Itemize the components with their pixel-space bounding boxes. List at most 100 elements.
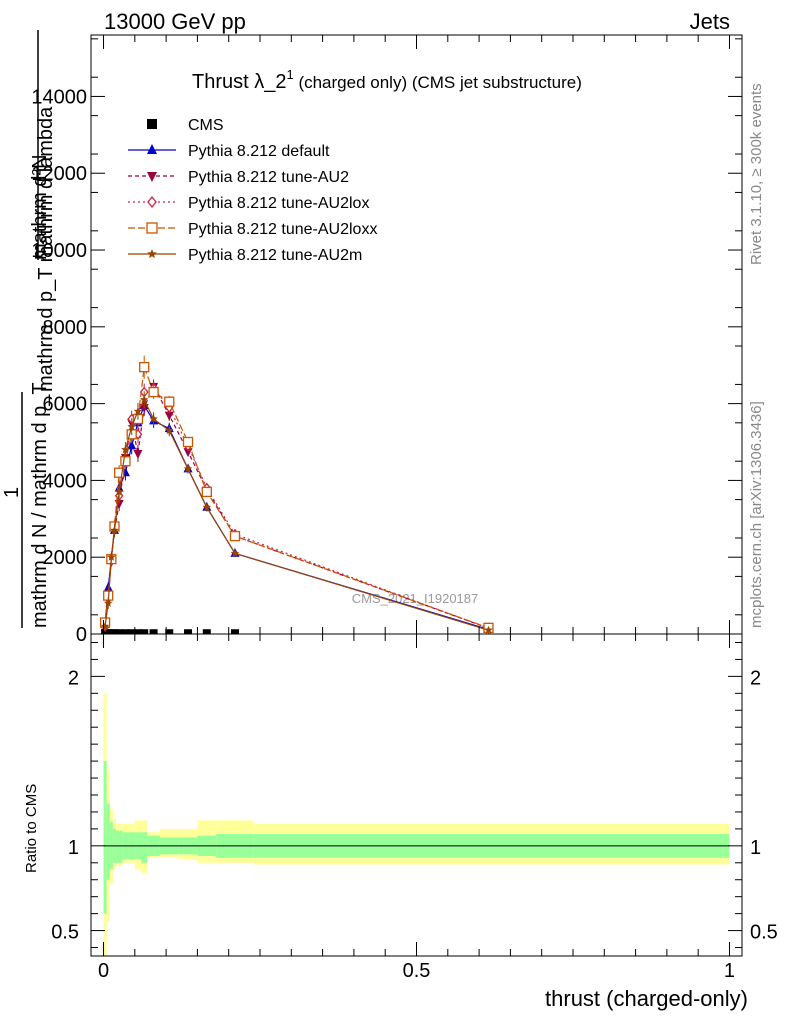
ratio-y-tick-label: 2 — [68, 667, 79, 689]
legend-label: Pythia 8.212 default — [188, 143, 330, 160]
y-tick-label: 6000 — [43, 394, 88, 416]
marker-square-open — [139, 361, 150, 373]
legend: CMS Pythia 8.212 default Pythia 8.212 tune… — [128, 117, 377, 264]
marker-star — [114, 487, 124, 496]
ratio-frame — [90, 633, 743, 957]
y-tick-label: 10000 — [31, 240, 87, 262]
marker-square — [149, 629, 158, 634]
y-tick-label: 14000 — [31, 86, 87, 108]
marker-square — [140, 629, 149, 634]
marker-square — [165, 629, 174, 634]
marker-star — [100, 621, 110, 630]
marker-star — [121, 445, 130, 454]
marker-square — [133, 629, 142, 634]
marker-triangle-down — [147, 172, 157, 182]
header-jets-label: Jets — [690, 9, 730, 34]
marker-square-open — [148, 386, 159, 398]
axes: 0 2000 4000 6000 8000 10000 12000 14000 0 0.5 1 0.5… — [31, 34, 778, 982]
marker-star — [110, 525, 119, 534]
marker-square — [115, 629, 124, 634]
legend-entry: Pythia 8.212 tune-AU2loxx — [128, 221, 377, 238]
analysis-watermark: CMS_2021_I1920187 — [352, 591, 479, 606]
ratio-band-inner — [103, 761, 107, 914]
marker-star — [149, 414, 158, 423]
legend-entry: Pythia 8.212 tune-AU2 — [128, 169, 349, 186]
ratio-y-tick-label: 1 — [68, 837, 79, 859]
legend-label: CMS — [188, 117, 224, 134]
marker-triangle-down — [164, 411, 174, 421]
marker-square — [202, 629, 211, 634]
marker-square-open — [182, 436, 194, 448]
ylabel-denominator: mathrm d p_T mathrm d lambda — [35, 106, 57, 392]
rivet-version-label: Rivet 3.1.10, ≥ 300k events — [748, 83, 765, 265]
marker-star — [147, 249, 157, 258]
title-superscript: 1 — [286, 67, 293, 82]
legend-entry: Pythia 8.212 tune-AU2lox — [128, 195, 369, 212]
legend-label: Pythia 8.212 tune-AU2lox — [188, 195, 369, 212]
marker-triangle-up — [127, 440, 137, 450]
marker-square — [121, 629, 130, 634]
series-0 — [101, 628, 239, 634]
x-tick-label: 0 — [98, 960, 109, 982]
marker-square — [184, 629, 193, 634]
main-series — [99, 355, 494, 634]
y-tick-label: 2000 — [43, 547, 88, 569]
marker-square-open — [146, 222, 158, 234]
marker-star — [202, 502, 212, 511]
ratio-bands — [103, 693, 730, 956]
marker-triangle-up — [103, 582, 113, 592]
title-rest: (charged only) (CMS jet substructure) — [294, 73, 582, 92]
title-main: Thrust λ_2 — [192, 71, 286, 93]
legend-label: Pythia 8.212 tune-AU2loxx — [188, 221, 377, 238]
marker-star — [133, 406, 143, 415]
marker-triangle-down — [139, 403, 149, 413]
y-tick-label: 12000 — [31, 163, 87, 185]
y-tick-label: 0 — [76, 624, 87, 646]
legend-entry: CMS — [147, 117, 224, 134]
marker-star — [127, 422, 136, 431]
marker-star — [484, 625, 493, 634]
ylabel-norm: mathrm d N / mathrm d p_T — [29, 382, 51, 628]
marker-square — [110, 629, 119, 634]
series-5 — [100, 391, 493, 634]
ratio-y-tick-label-right: 0.5 — [750, 922, 778, 944]
ratio-band-inner — [116, 830, 123, 863]
legend-label: Pythia 8.212 tune-AU2m — [188, 247, 362, 264]
ratio-band-inner — [106, 803, 110, 880]
ratio-ylabel: Ratio to CMS — [23, 784, 40, 873]
marker-square-open — [120, 456, 131, 467]
marker-square-open — [229, 530, 241, 542]
main-ylabel: mathrm d²N mathrm d p_T mathrm d lambda … — [1, 30, 57, 628]
mcplots-label: mcplots.cern.ch [arXiv:1306.3436] — [748, 401, 765, 628]
marker-triangle-up — [147, 144, 157, 154]
xlabel: thrust (charged-only) — [545, 986, 748, 1011]
marker-star — [103, 598, 113, 607]
marker-star — [139, 395, 149, 404]
ratio-y-tick-label-right: 1 — [750, 837, 761, 859]
x-tick-label: 0.5 — [403, 960, 431, 982]
marker-square — [127, 629, 136, 634]
ratio-y-tick-label: 0.5 — [51, 922, 79, 944]
marker-star — [230, 548, 240, 557]
legend-entry: Pythia 8.212 default — [128, 143, 330, 160]
marker-star — [183, 464, 193, 473]
ylabel-one: 1 — [1, 487, 23, 498]
y-tick-label: 8000 — [43, 317, 88, 339]
y-tick-label: 4000 — [43, 470, 88, 492]
marker-square — [147, 119, 157, 129]
marker-square — [230, 629, 239, 634]
series-line — [104, 366, 489, 629]
legend-entry: Pythia 8.212 tune-AU2m — [128, 247, 362, 264]
x-tick-label: 1 — [724, 960, 735, 982]
ratio-y-tick-label-right: 2 — [750, 667, 761, 689]
legend-label: Pythia 8.212 tune-AU2 — [188, 169, 349, 186]
marker-diamond-open — [147, 195, 157, 209]
marker-triangle-down — [133, 450, 143, 460]
ratio-band-inner — [141, 832, 148, 863]
ylabel-numerator: mathrm d²N — [29, 154, 51, 260]
marker-square-open — [164, 396, 175, 407]
marker-square-open — [114, 467, 125, 478]
chart-title: Thrust λ_21 (charged only) (CMS jet subs… — [192, 67, 582, 93]
